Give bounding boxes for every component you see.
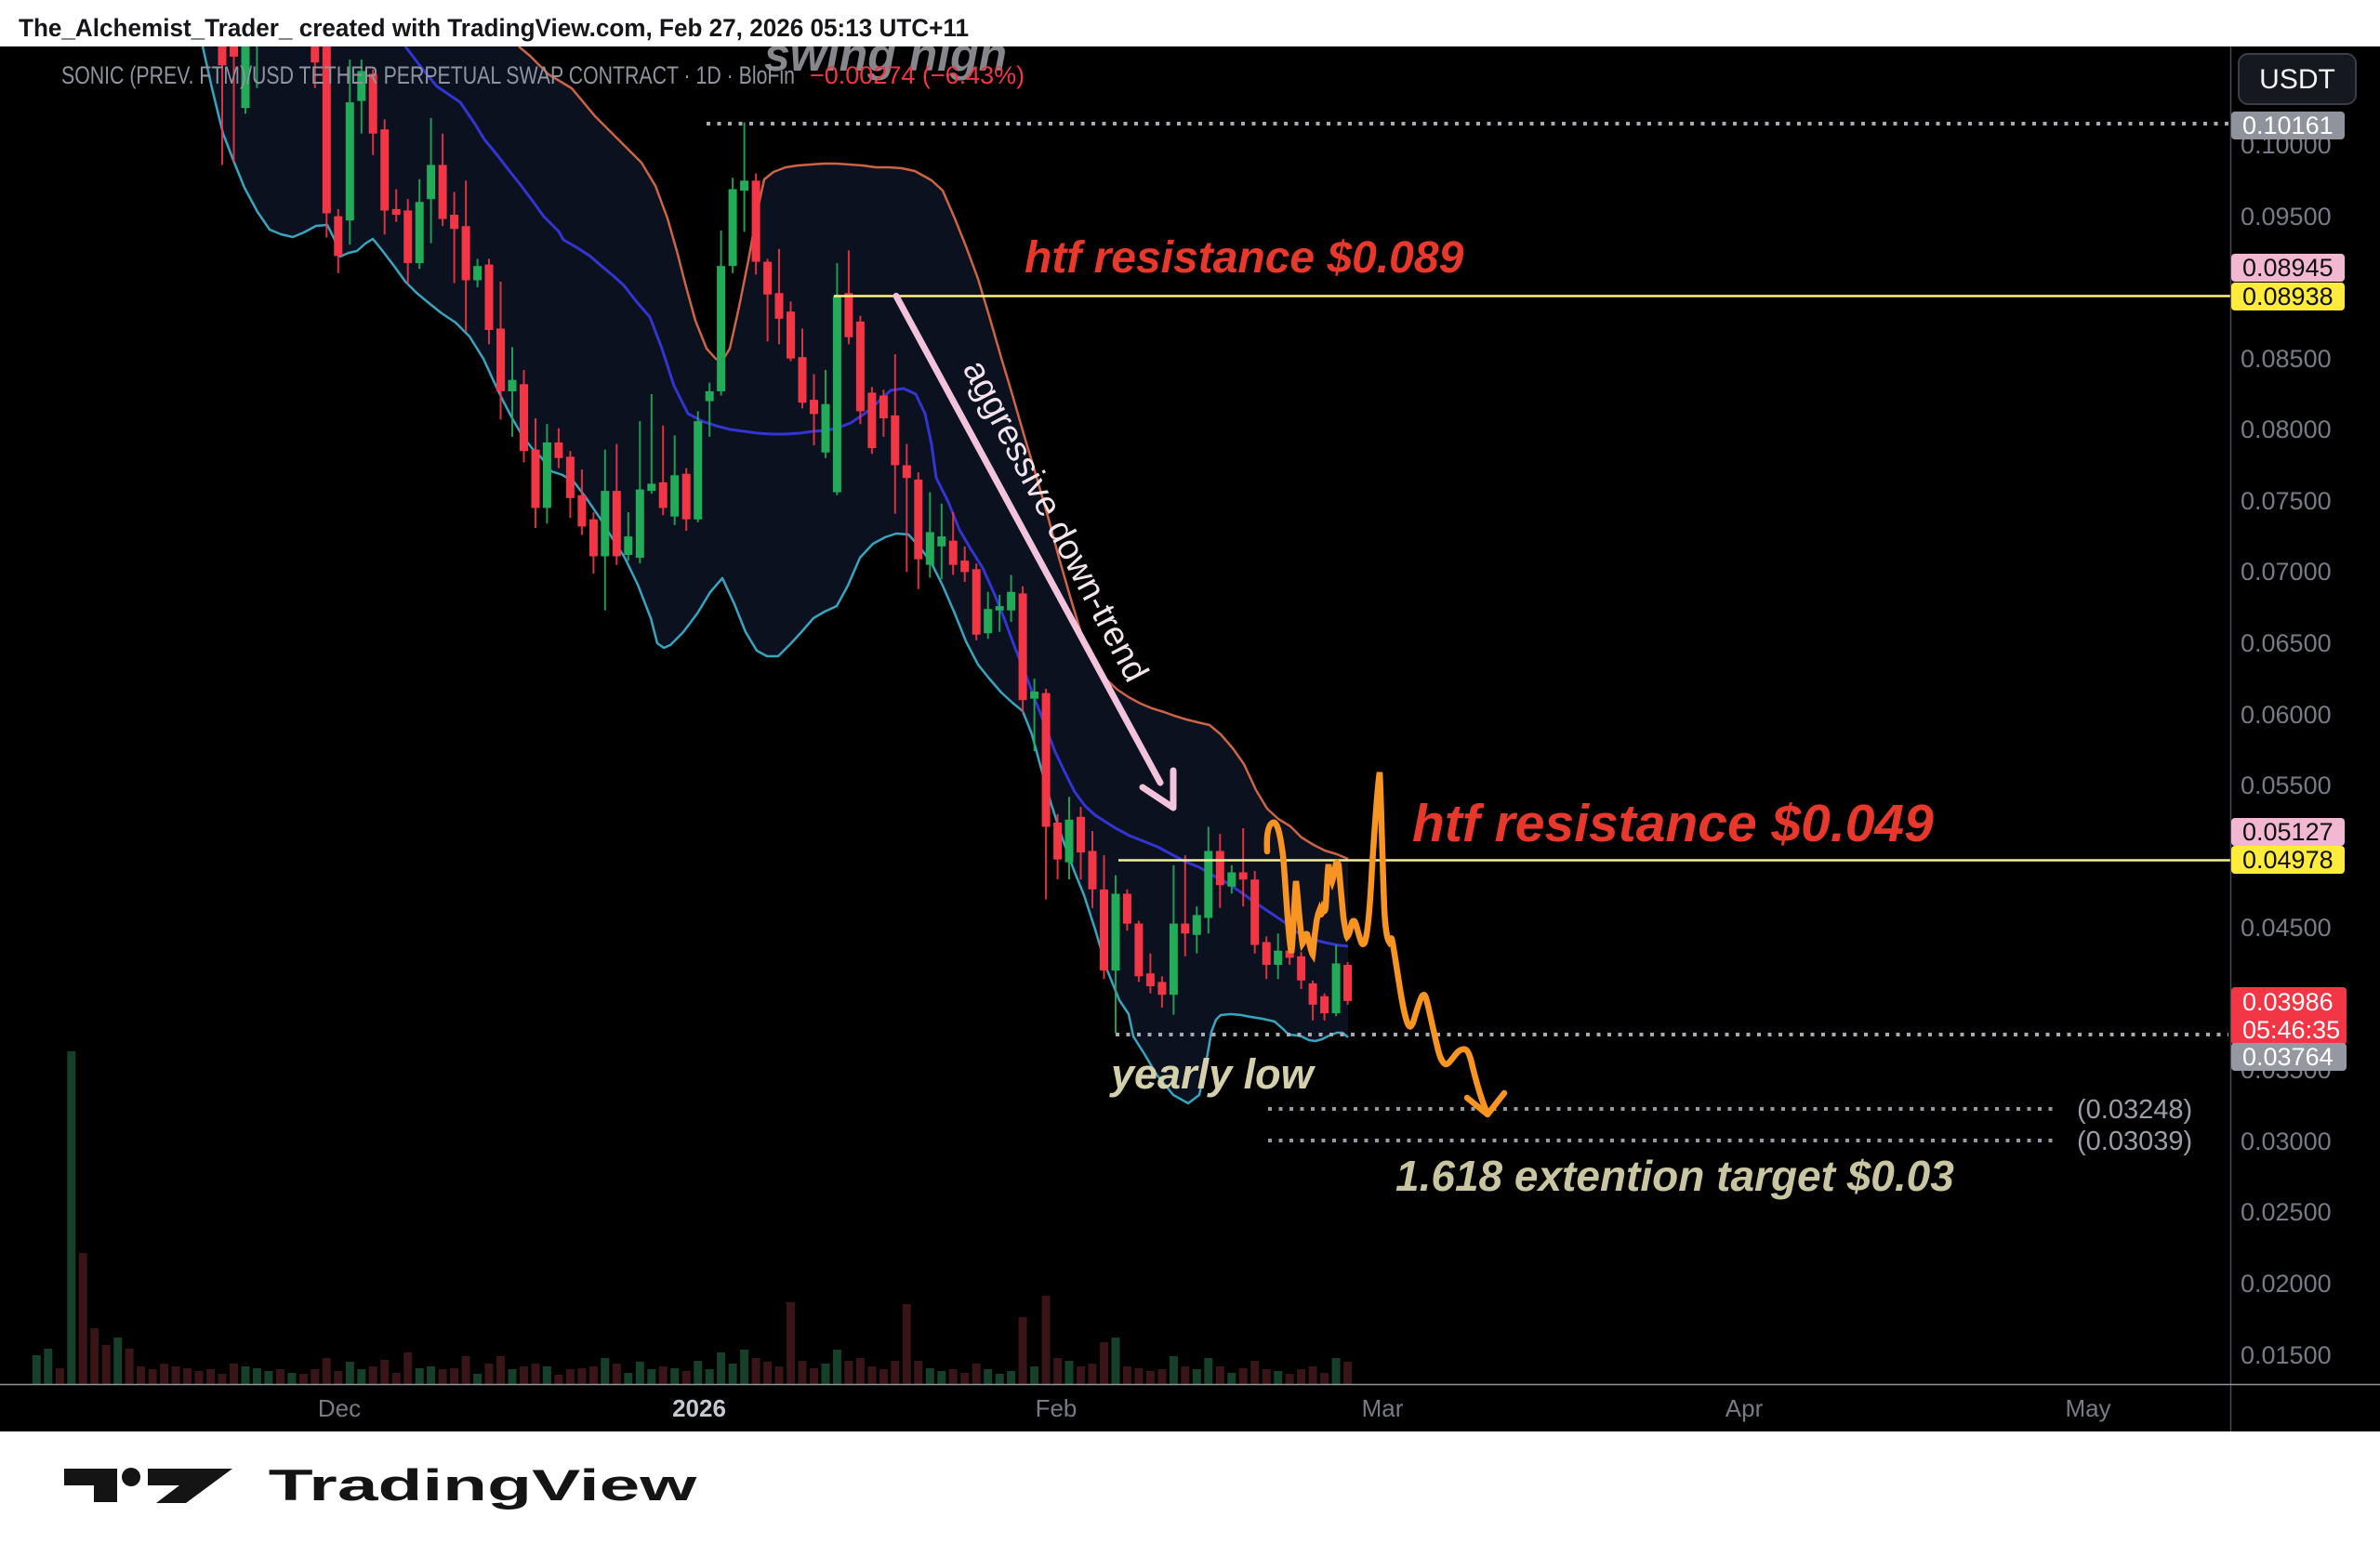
svg-text:1.618 extention target $0.03: 1.618 extention target $0.03 — [1395, 1152, 1954, 1200]
svg-text:Apr: Apr — [1726, 1394, 1764, 1422]
svg-text:0.10161: 0.10161 — [2242, 112, 2334, 139]
svg-text:2026: 2026 — [672, 1394, 726, 1422]
svg-text:Feb: Feb — [1036, 1394, 1078, 1422]
svg-text:(0.03248): (0.03248) — [2077, 1095, 2192, 1125]
svg-text:0.05127: 0.05127 — [2242, 818, 2334, 846]
svg-text:yearly low: yearly low — [1109, 1050, 1316, 1098]
svg-text:swing high: swing high — [764, 29, 1007, 81]
svg-text:(0.03039): (0.03039) — [2077, 1127, 2192, 1156]
svg-text:0.06000: 0.06000 — [2241, 701, 2332, 729]
svg-text:TradingView: TradingView — [269, 1460, 697, 1510]
svg-text:Dec: Dec — [318, 1394, 361, 1422]
svg-text:htf resistance $0.089: htf resistance $0.089 — [1025, 233, 1464, 283]
svg-text:0.08945: 0.08945 — [2242, 254, 2334, 282]
svg-text:htf resistance $0.049: htf resistance $0.049 — [1412, 794, 1934, 853]
svg-text:0.03764: 0.03764 — [2242, 1043, 2334, 1071]
svg-text:0.01500: 0.01500 — [2241, 1341, 2332, 1369]
svg-text:05:46:35: 05:46:35 — [2242, 1016, 2340, 1044]
svg-text:0.08500: 0.08500 — [2241, 345, 2332, 373]
svg-text:0.09500: 0.09500 — [2241, 203, 2332, 231]
svg-text:0.02000: 0.02000 — [2241, 1270, 2332, 1298]
svg-text:May: May — [2065, 1394, 2110, 1422]
svg-text:USDT: USDT — [2259, 64, 2335, 95]
svg-text:0.05500: 0.05500 — [2241, 772, 2332, 799]
svg-text:0.07500: 0.07500 — [2241, 487, 2332, 515]
svg-text:0.08938: 0.08938 — [2242, 283, 2334, 310]
svg-text:0.03000: 0.03000 — [2241, 1128, 2332, 1155]
svg-text:0.02500: 0.02500 — [2241, 1198, 2332, 1226]
svg-text:−0.00274 (−6.43%): −0.00274 (−6.43%) — [810, 61, 1025, 89]
svg-text:0.03986: 0.03986 — [2242, 988, 2334, 1016]
svg-text:0.04500: 0.04500 — [2241, 914, 2332, 942]
svg-text:SONIC (PREV. FTM)/USD TETHER P: SONIC (PREV. FTM)/USD TETHER PERPETUAL S… — [61, 61, 795, 89]
svg-text:The_Alchemist_Trader_ created: The_Alchemist_Trader_ created with Tradi… — [19, 14, 969, 42]
svg-text:Mar: Mar — [1362, 1394, 1404, 1422]
svg-text:0.07000: 0.07000 — [2241, 558, 2332, 586]
svg-text:0.04978: 0.04978 — [2242, 846, 2334, 874]
svg-text:0.06500: 0.06500 — [2241, 629, 2332, 657]
svg-text:0.08000: 0.08000 — [2241, 415, 2332, 443]
